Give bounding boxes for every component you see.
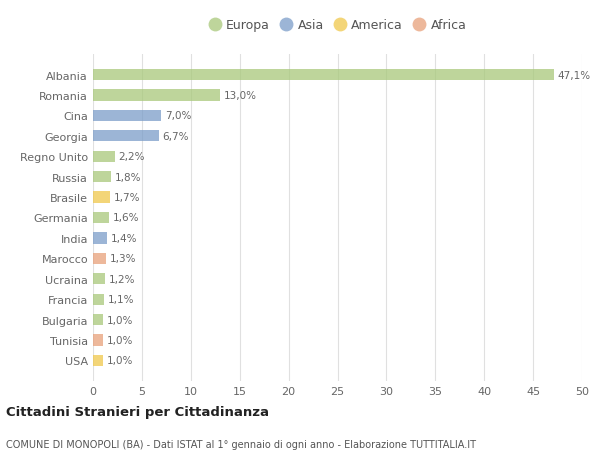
Bar xyxy=(93,294,104,305)
Text: 1,7%: 1,7% xyxy=(113,193,140,203)
Text: 1,4%: 1,4% xyxy=(110,233,137,243)
Bar xyxy=(93,70,554,81)
Text: 1,1%: 1,1% xyxy=(107,295,134,304)
Bar xyxy=(93,151,115,162)
Text: Cittadini Stranieri per Cittadinanza: Cittadini Stranieri per Cittadinanza xyxy=(6,405,269,419)
Bar xyxy=(93,253,106,264)
Text: COMUNE DI MONOPOLI (BA) - Dati ISTAT al 1° gennaio di ogni anno - Elaborazione T: COMUNE DI MONOPOLI (BA) - Dati ISTAT al … xyxy=(6,440,476,449)
Bar xyxy=(93,172,110,183)
Bar xyxy=(93,355,103,366)
Text: 6,7%: 6,7% xyxy=(163,132,189,141)
Bar xyxy=(93,314,103,325)
Bar xyxy=(93,213,109,224)
Bar xyxy=(93,274,105,285)
Text: 1,0%: 1,0% xyxy=(107,335,133,345)
Text: 7,0%: 7,0% xyxy=(166,111,192,121)
Text: 1,8%: 1,8% xyxy=(115,172,141,182)
Text: 2,2%: 2,2% xyxy=(118,152,145,162)
Text: 1,6%: 1,6% xyxy=(113,213,139,223)
Bar xyxy=(93,131,158,142)
Text: 1,2%: 1,2% xyxy=(109,274,135,284)
Bar xyxy=(93,192,110,203)
Bar xyxy=(93,111,161,122)
Bar xyxy=(93,335,103,346)
Text: 1,0%: 1,0% xyxy=(107,356,133,365)
Text: 13,0%: 13,0% xyxy=(224,91,257,101)
Text: 1,3%: 1,3% xyxy=(110,254,136,264)
Bar xyxy=(93,90,220,101)
Bar xyxy=(93,233,107,244)
Legend: Europa, Asia, America, Africa: Europa, Asia, America, Africa xyxy=(205,16,470,36)
Text: 1,0%: 1,0% xyxy=(107,315,133,325)
Text: 47,1%: 47,1% xyxy=(557,71,590,80)
